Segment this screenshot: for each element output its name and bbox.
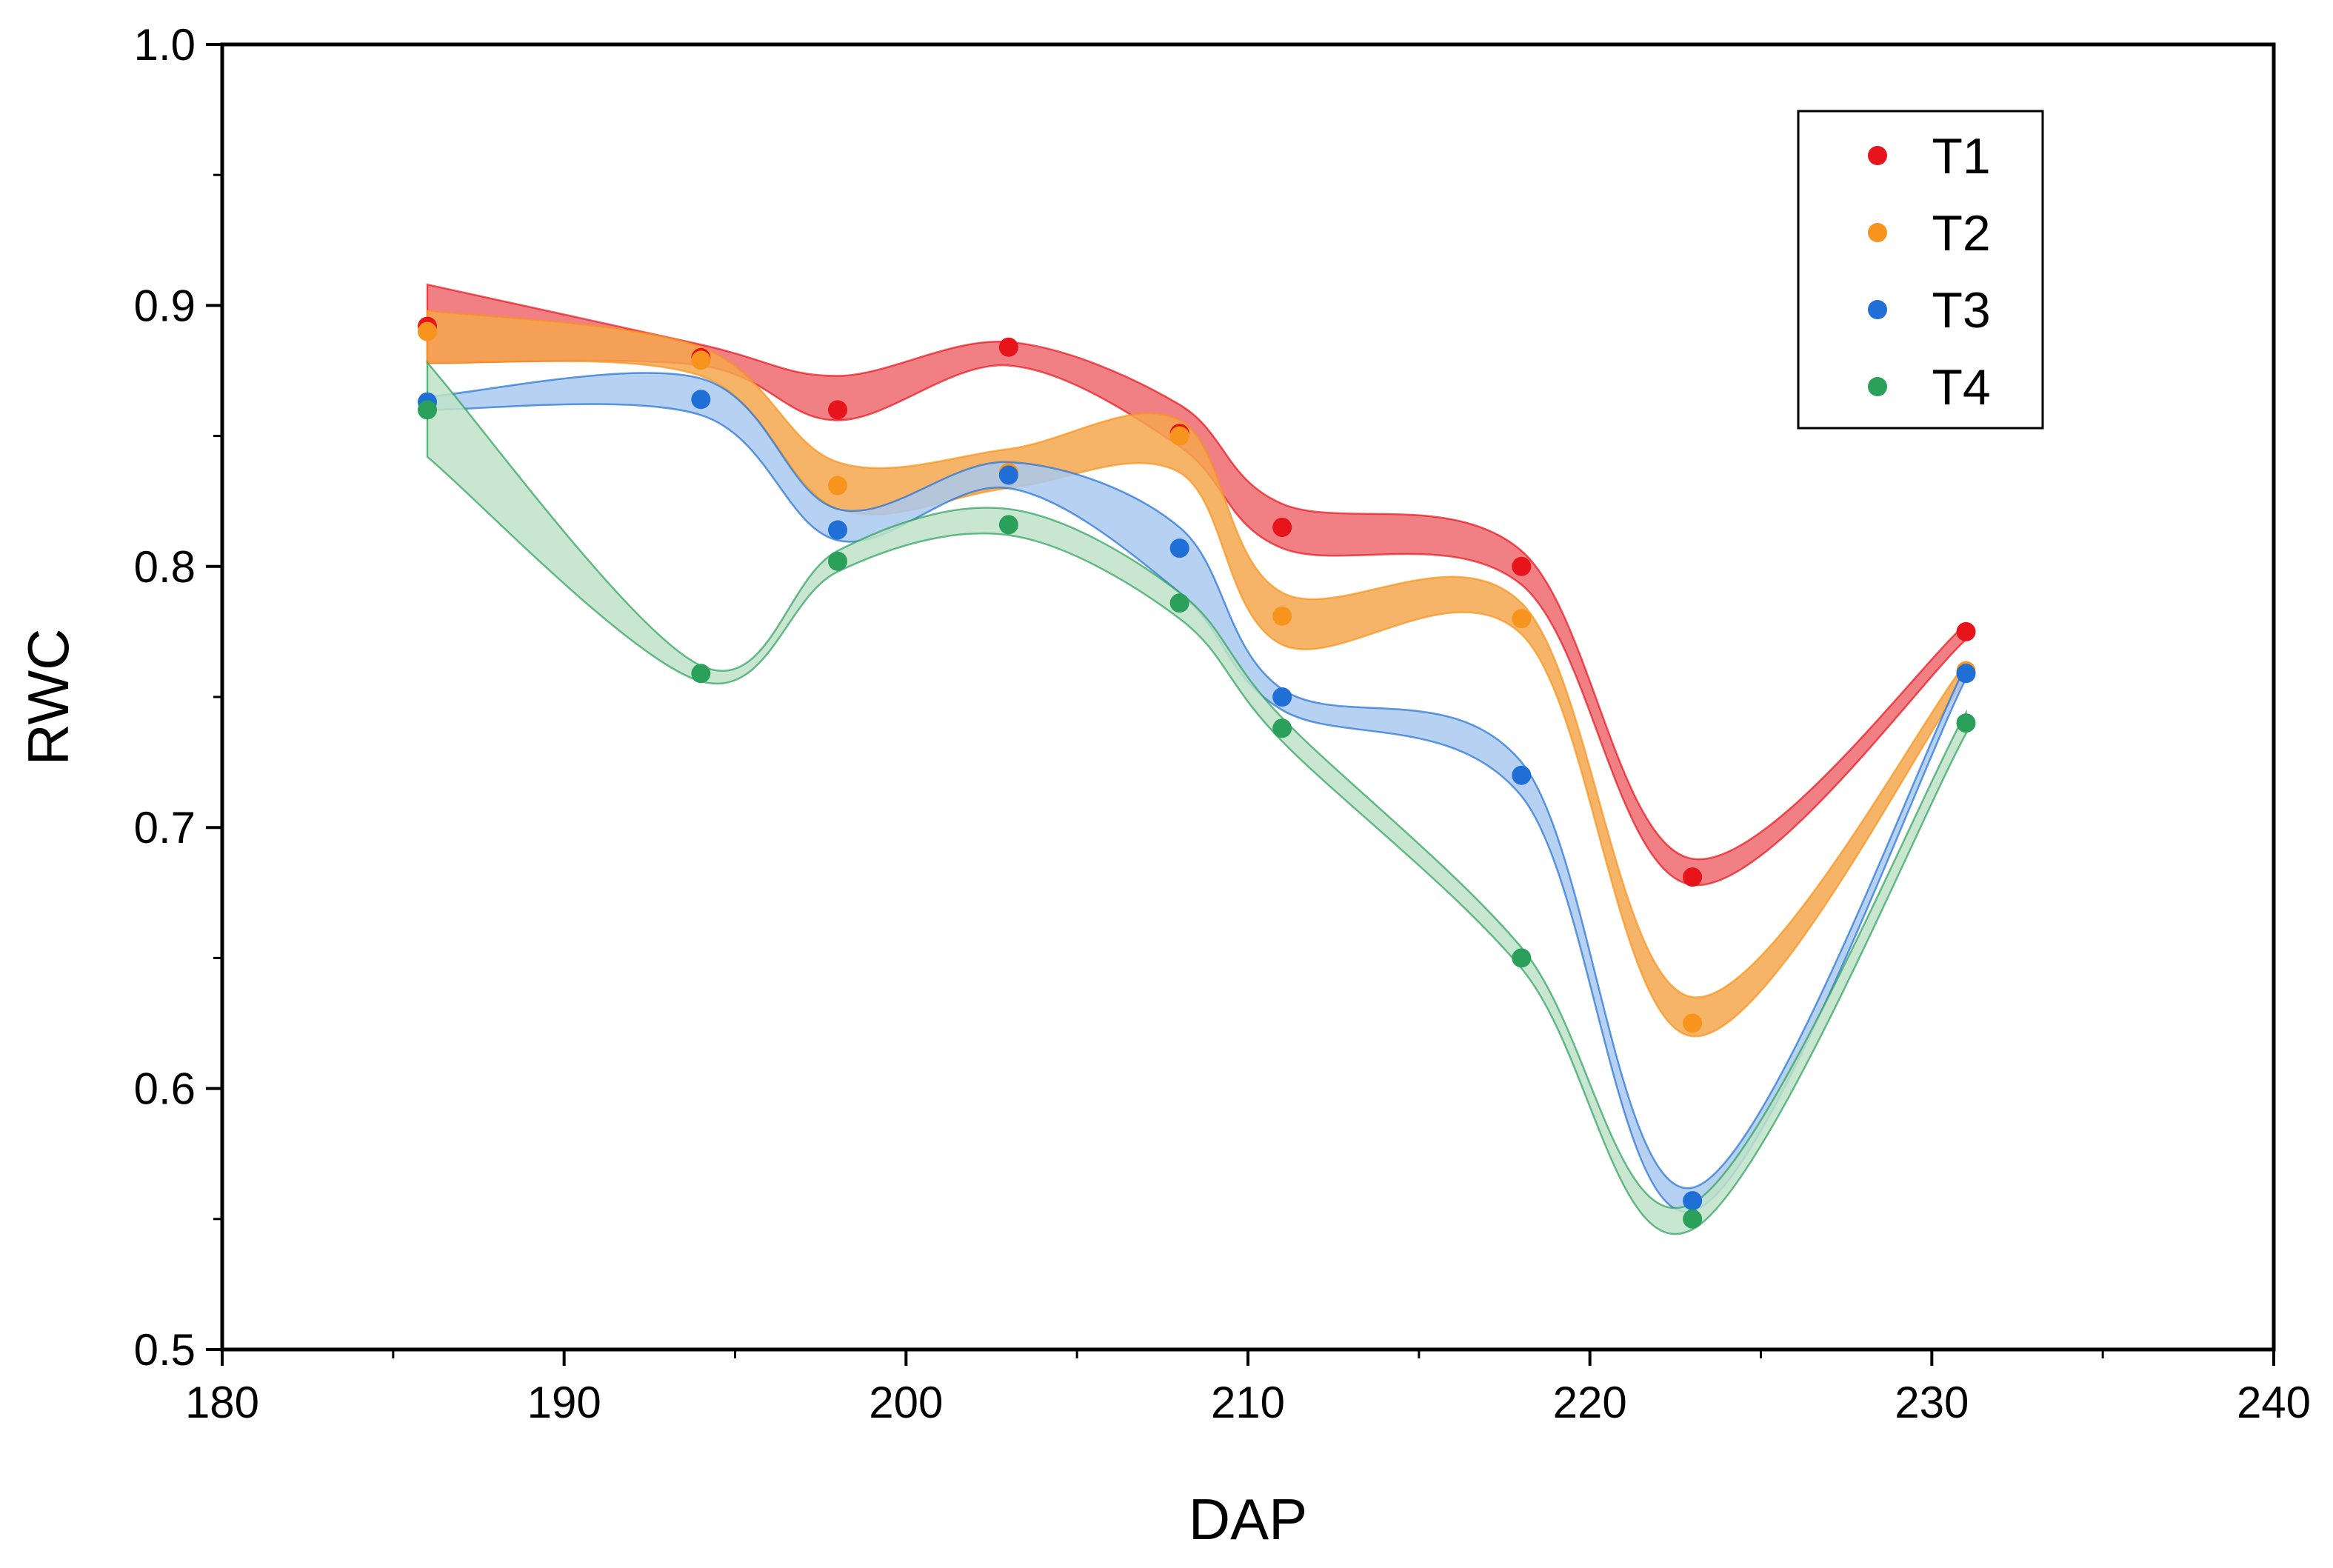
x-tick-label-240: 240 — [2237, 1378, 2311, 1427]
point-t3-198 — [828, 520, 847, 540]
point-t2-198 — [828, 476, 847, 496]
legend-box — [1797, 110, 2044, 430]
point-t4-194 — [691, 664, 711, 684]
legend-label-t1: T1 — [1932, 128, 1990, 184]
legend-marker-t2 — [1868, 223, 1887, 242]
point-t1-218 — [1512, 556, 1532, 576]
legend: T1 T2 T3 T4 — [1797, 110, 2044, 430]
point-t4-208 — [1169, 593, 1189, 613]
point-t1-203 — [998, 337, 1018, 357]
y-tick-label: 0.9 — [134, 281, 196, 330]
point-t3-211 — [1272, 687, 1292, 707]
point-t3-231 — [1956, 664, 1976, 684]
legend-marker-t4 — [1868, 377, 1887, 396]
point-t4-186 — [418, 400, 437, 420]
point-t3-194 — [691, 390, 711, 410]
point-t4-211 — [1272, 718, 1292, 738]
point-t1-198 — [828, 400, 847, 420]
data-points — [418, 316, 1976, 1229]
y-axis: 0.5 0.6 0.7 0.8 0.9 1.0 — [134, 20, 222, 1375]
point-t3-203 — [998, 465, 1018, 485]
point-t2-211 — [1272, 606, 1292, 626]
x-tick-label-220: 220 — [1553, 1378, 1627, 1427]
legend-label-t3: T3 — [1932, 282, 1990, 338]
legend-marker-t3 — [1868, 300, 1887, 319]
point-t2-186 — [418, 321, 437, 341]
y-tick-label: 0.8 — [134, 542, 196, 592]
y-tick-label: 0.6 — [134, 1064, 196, 1114]
x-axis: 180 190 200 210 220 230 240 — [185, 1350, 2311, 1427]
x-tick-label-210: 210 — [1211, 1378, 1285, 1427]
point-t4-231 — [1956, 713, 1976, 733]
point-t3-208 — [1169, 538, 1189, 558]
point-t3-218 — [1512, 765, 1532, 785]
legend-marker-t1 — [1868, 146, 1887, 165]
point-t1-231 — [1956, 621, 1976, 641]
point-t1-211 — [1272, 517, 1292, 537]
legend-label-t4: T4 — [1932, 359, 1990, 416]
point-t2-218 — [1512, 609, 1532, 629]
band-t3 — [426, 372, 1967, 1213]
y-tick-label: 0.5 — [134, 1325, 196, 1375]
point-t4-218 — [1512, 948, 1532, 968]
legend-label-t2: T2 — [1932, 205, 1990, 261]
point-t4-203 — [998, 515, 1018, 535]
confidence-bands — [426, 283, 1967, 1235]
y-axis-title: RWC — [16, 629, 81, 766]
x-axis-title: DAP — [1189, 1487, 1307, 1552]
y-tick-label: 0.7 — [134, 803, 196, 853]
band-t4 — [426, 360, 1967, 1235]
point-t3-223 — [1683, 1191, 1703, 1211]
x-tick-label-230: 230 — [1895, 1378, 1969, 1427]
y-tick-label: 1.0 — [134, 20, 196, 70]
x-tick-label-180: 180 — [185, 1378, 259, 1427]
point-t4-223 — [1683, 1209, 1703, 1229]
point-t2-208 — [1169, 426, 1189, 446]
point-t2-223 — [1683, 1013, 1703, 1033]
point-t2-194 — [691, 350, 711, 370]
x-tick-label-200: 200 — [869, 1378, 943, 1427]
x-tick-label-190: 190 — [527, 1378, 601, 1427]
point-t4-198 — [828, 551, 847, 571]
point-t1-223 — [1683, 867, 1703, 887]
